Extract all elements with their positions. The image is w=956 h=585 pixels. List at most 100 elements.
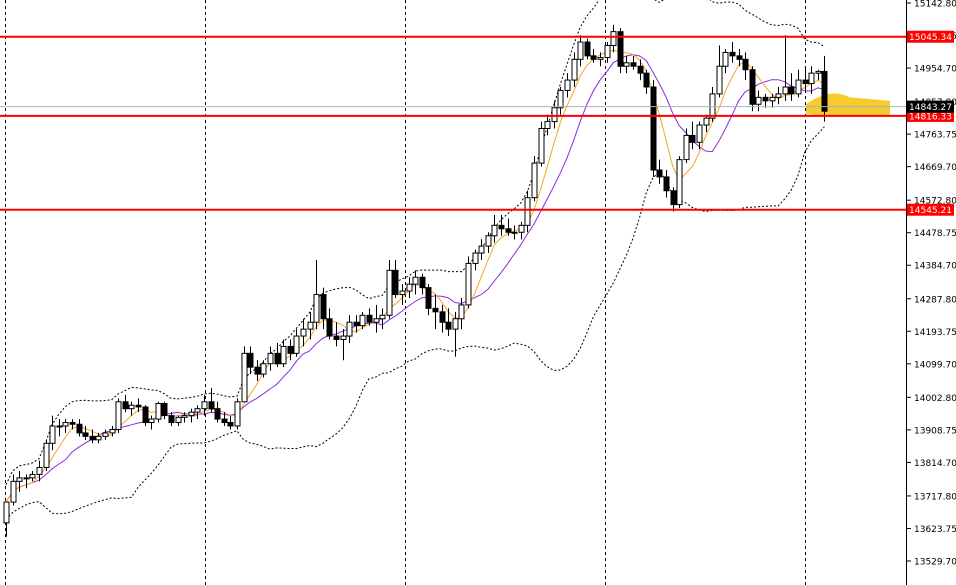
candle <box>802 66 809 91</box>
candle <box>353 315 360 333</box>
candle-body <box>254 366 261 375</box>
level-label-0-bg <box>907 30 954 43</box>
candle-body <box>386 269 393 316</box>
candle <box>142 405 149 426</box>
candle-body <box>333 335 340 341</box>
candle-body <box>148 418 155 424</box>
candle <box>769 93 776 108</box>
candle-body <box>115 401 122 430</box>
candle-body <box>287 345 294 354</box>
level-label-1-bg <box>907 109 954 122</box>
candle-body <box>736 55 743 60</box>
candle <box>161 401 168 420</box>
candle-body <box>656 169 663 178</box>
candle <box>630 55 637 70</box>
candle-body <box>23 477 30 480</box>
candle <box>43 439 50 471</box>
candle <box>564 73 571 98</box>
y-tick-label: 13529.70 <box>914 558 956 568</box>
candle-body <box>241 352 248 403</box>
candle <box>498 214 505 236</box>
candle <box>689 121 696 150</box>
candle <box>366 308 373 326</box>
candle-body <box>762 96 769 102</box>
candle-body <box>696 124 703 143</box>
candle-body <box>643 72 650 88</box>
candle-body <box>102 432 109 437</box>
candle-body <box>755 96 762 105</box>
candle-body <box>3 501 10 524</box>
candle-body <box>161 403 168 417</box>
candle-body <box>247 352 254 368</box>
candle-body <box>610 31 617 46</box>
candle-body <box>505 228 512 233</box>
candle <box>379 308 386 330</box>
candle <box>419 273 426 295</box>
candle <box>392 259 399 298</box>
candle-body <box>313 294 320 323</box>
candle <box>597 52 604 67</box>
candle <box>736 48 743 67</box>
candle <box>538 121 545 167</box>
y-tick-label: 13814.70 <box>914 459 956 469</box>
y-tick-label: 13623.75 <box>914 525 956 535</box>
candle <box>623 55 630 74</box>
candle-body <box>498 224 505 230</box>
candle-body <box>208 401 215 410</box>
candle <box>49 415 56 451</box>
candle-body <box>406 283 413 292</box>
candle-body <box>122 401 129 410</box>
candle <box>359 311 366 330</box>
candle <box>406 277 413 298</box>
candle-body <box>300 328 307 337</box>
price-axis[interactable]: 13529.70 13623.75 13717.80 13814.70 13908.75… <box>906 0 956 568</box>
candle <box>373 304 380 333</box>
candle-body <box>821 70 828 112</box>
candle-body <box>571 58 578 81</box>
candle-body <box>36 466 43 475</box>
candle-body <box>392 269 399 296</box>
candle-body <box>597 57 604 60</box>
candle <box>128 401 135 416</box>
y-tick-label: 14099.70 <box>914 360 956 370</box>
candle-body <box>274 352 281 365</box>
candle <box>491 214 498 243</box>
candle-body <box>359 314 366 327</box>
candle <box>56 419 63 437</box>
candle <box>650 80 657 177</box>
candle-body <box>234 401 241 427</box>
candle <box>670 187 677 212</box>
candle-body <box>340 335 347 341</box>
candle <box>425 284 432 316</box>
plot-area <box>0 0 906 585</box>
level-label-2: 14545.21 <box>909 206 952 216</box>
candle-body <box>676 159 683 206</box>
candle-body <box>551 107 558 123</box>
candle-body <box>82 432 89 437</box>
candle-body <box>544 121 551 129</box>
candle-body <box>491 224 498 237</box>
candle-body <box>623 62 630 67</box>
vertical-grid <box>5 0 806 585</box>
y-tick-label: 14193.75 <box>914 328 956 338</box>
candle <box>505 218 512 236</box>
candle <box>788 73 795 101</box>
candle <box>201 394 208 416</box>
candle-body <box>320 294 327 320</box>
candle-body <box>353 321 360 327</box>
candle <box>472 249 479 271</box>
candle <box>485 232 492 254</box>
candle-body <box>399 290 406 296</box>
candle <box>518 221 525 240</box>
candle-body <box>109 428 116 434</box>
candle <box>247 346 254 375</box>
candle-body <box>465 262 472 306</box>
candle <box>755 90 762 112</box>
candle <box>95 432 102 444</box>
candle <box>227 415 234 430</box>
candle <box>458 297 465 330</box>
candle <box>729 42 736 63</box>
candle <box>168 412 175 426</box>
candle-body <box>689 134 696 143</box>
candle <box>3 501 10 537</box>
